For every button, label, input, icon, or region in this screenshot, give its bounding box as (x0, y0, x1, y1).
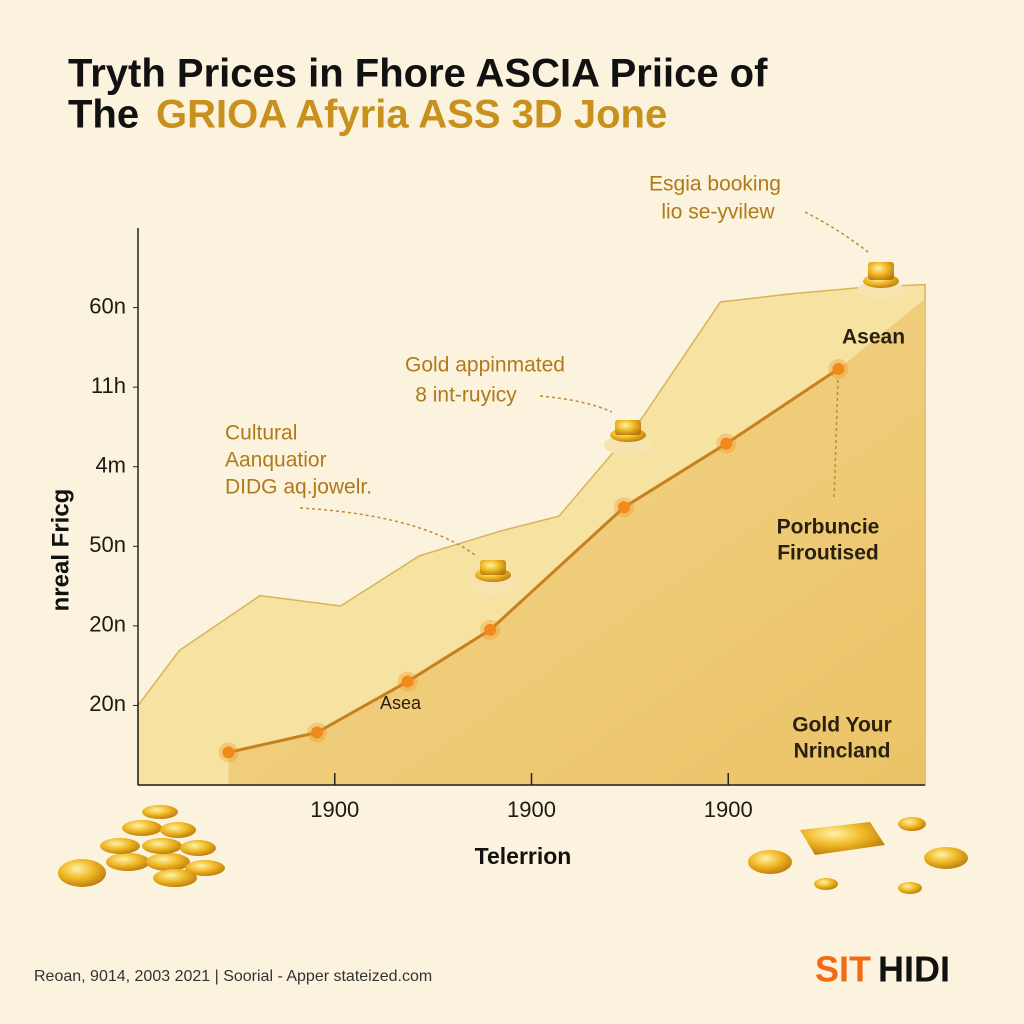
title-line: Tryth Prices in Fhore ASCIA Priice of (68, 52, 768, 96)
annotation: Aanquatior (225, 449, 327, 472)
x-tick-label: 1900 (507, 797, 556, 822)
x-tick-label: 1900 (704, 797, 753, 822)
annotation: DIDG aq.jowelr. (225, 476, 372, 499)
logo: SIT (815, 949, 871, 990)
annotation-arrows (299, 211, 869, 556)
annotation: Firoutised (777, 542, 879, 565)
annotation: Asea (380, 693, 422, 713)
logo: HIDI (878, 949, 950, 990)
plot-area: 20n 20n 50n 4m 11h 60n 1900 1900 1900 (89, 228, 926, 822)
title-highlight: GRIOA Afyria ASS 3D Jone (156, 93, 667, 137)
annotation: Gold Your (792, 714, 892, 737)
coin-pile (58, 805, 968, 894)
y-tick-label: 20n (89, 612, 126, 637)
gold-icons (469, 262, 905, 595)
y-tick-label: 11h (91, 373, 126, 398)
marker (484, 623, 497, 636)
annotation: lio se-yvilew (661, 201, 775, 224)
area (228, 298, 925, 785)
y-tick-label: 60n (89, 293, 126, 318)
marker (720, 437, 733, 450)
marker (617, 501, 630, 514)
marker (311, 726, 324, 739)
marker (222, 746, 235, 759)
footer: Reoan, 9014, 2003 2021 | Soorial - Apper… (34, 968, 432, 985)
marker (832, 362, 845, 375)
annotation: Cultural (225, 422, 297, 445)
annotation: Gold appinmated (405, 354, 565, 377)
marker (401, 675, 414, 688)
x-tick-label: 1900 (310, 797, 359, 822)
title-line: The (68, 93, 139, 137)
y-tick-label: 20n (89, 691, 126, 716)
annotation: Asean (842, 326, 905, 349)
y-axis-label: nreal Fricg (47, 489, 74, 612)
annotation: Nrincland (794, 740, 891, 763)
y-tick-label: 4m (95, 453, 126, 478)
annotation: 8 int-ruyicy (415, 384, 517, 407)
annotation: Esgia booking (649, 173, 781, 196)
y-tick-label: 50n (89, 532, 126, 557)
x-axis-label: Telerrion (475, 843, 572, 869)
annotation: Porbuncie (777, 516, 880, 539)
